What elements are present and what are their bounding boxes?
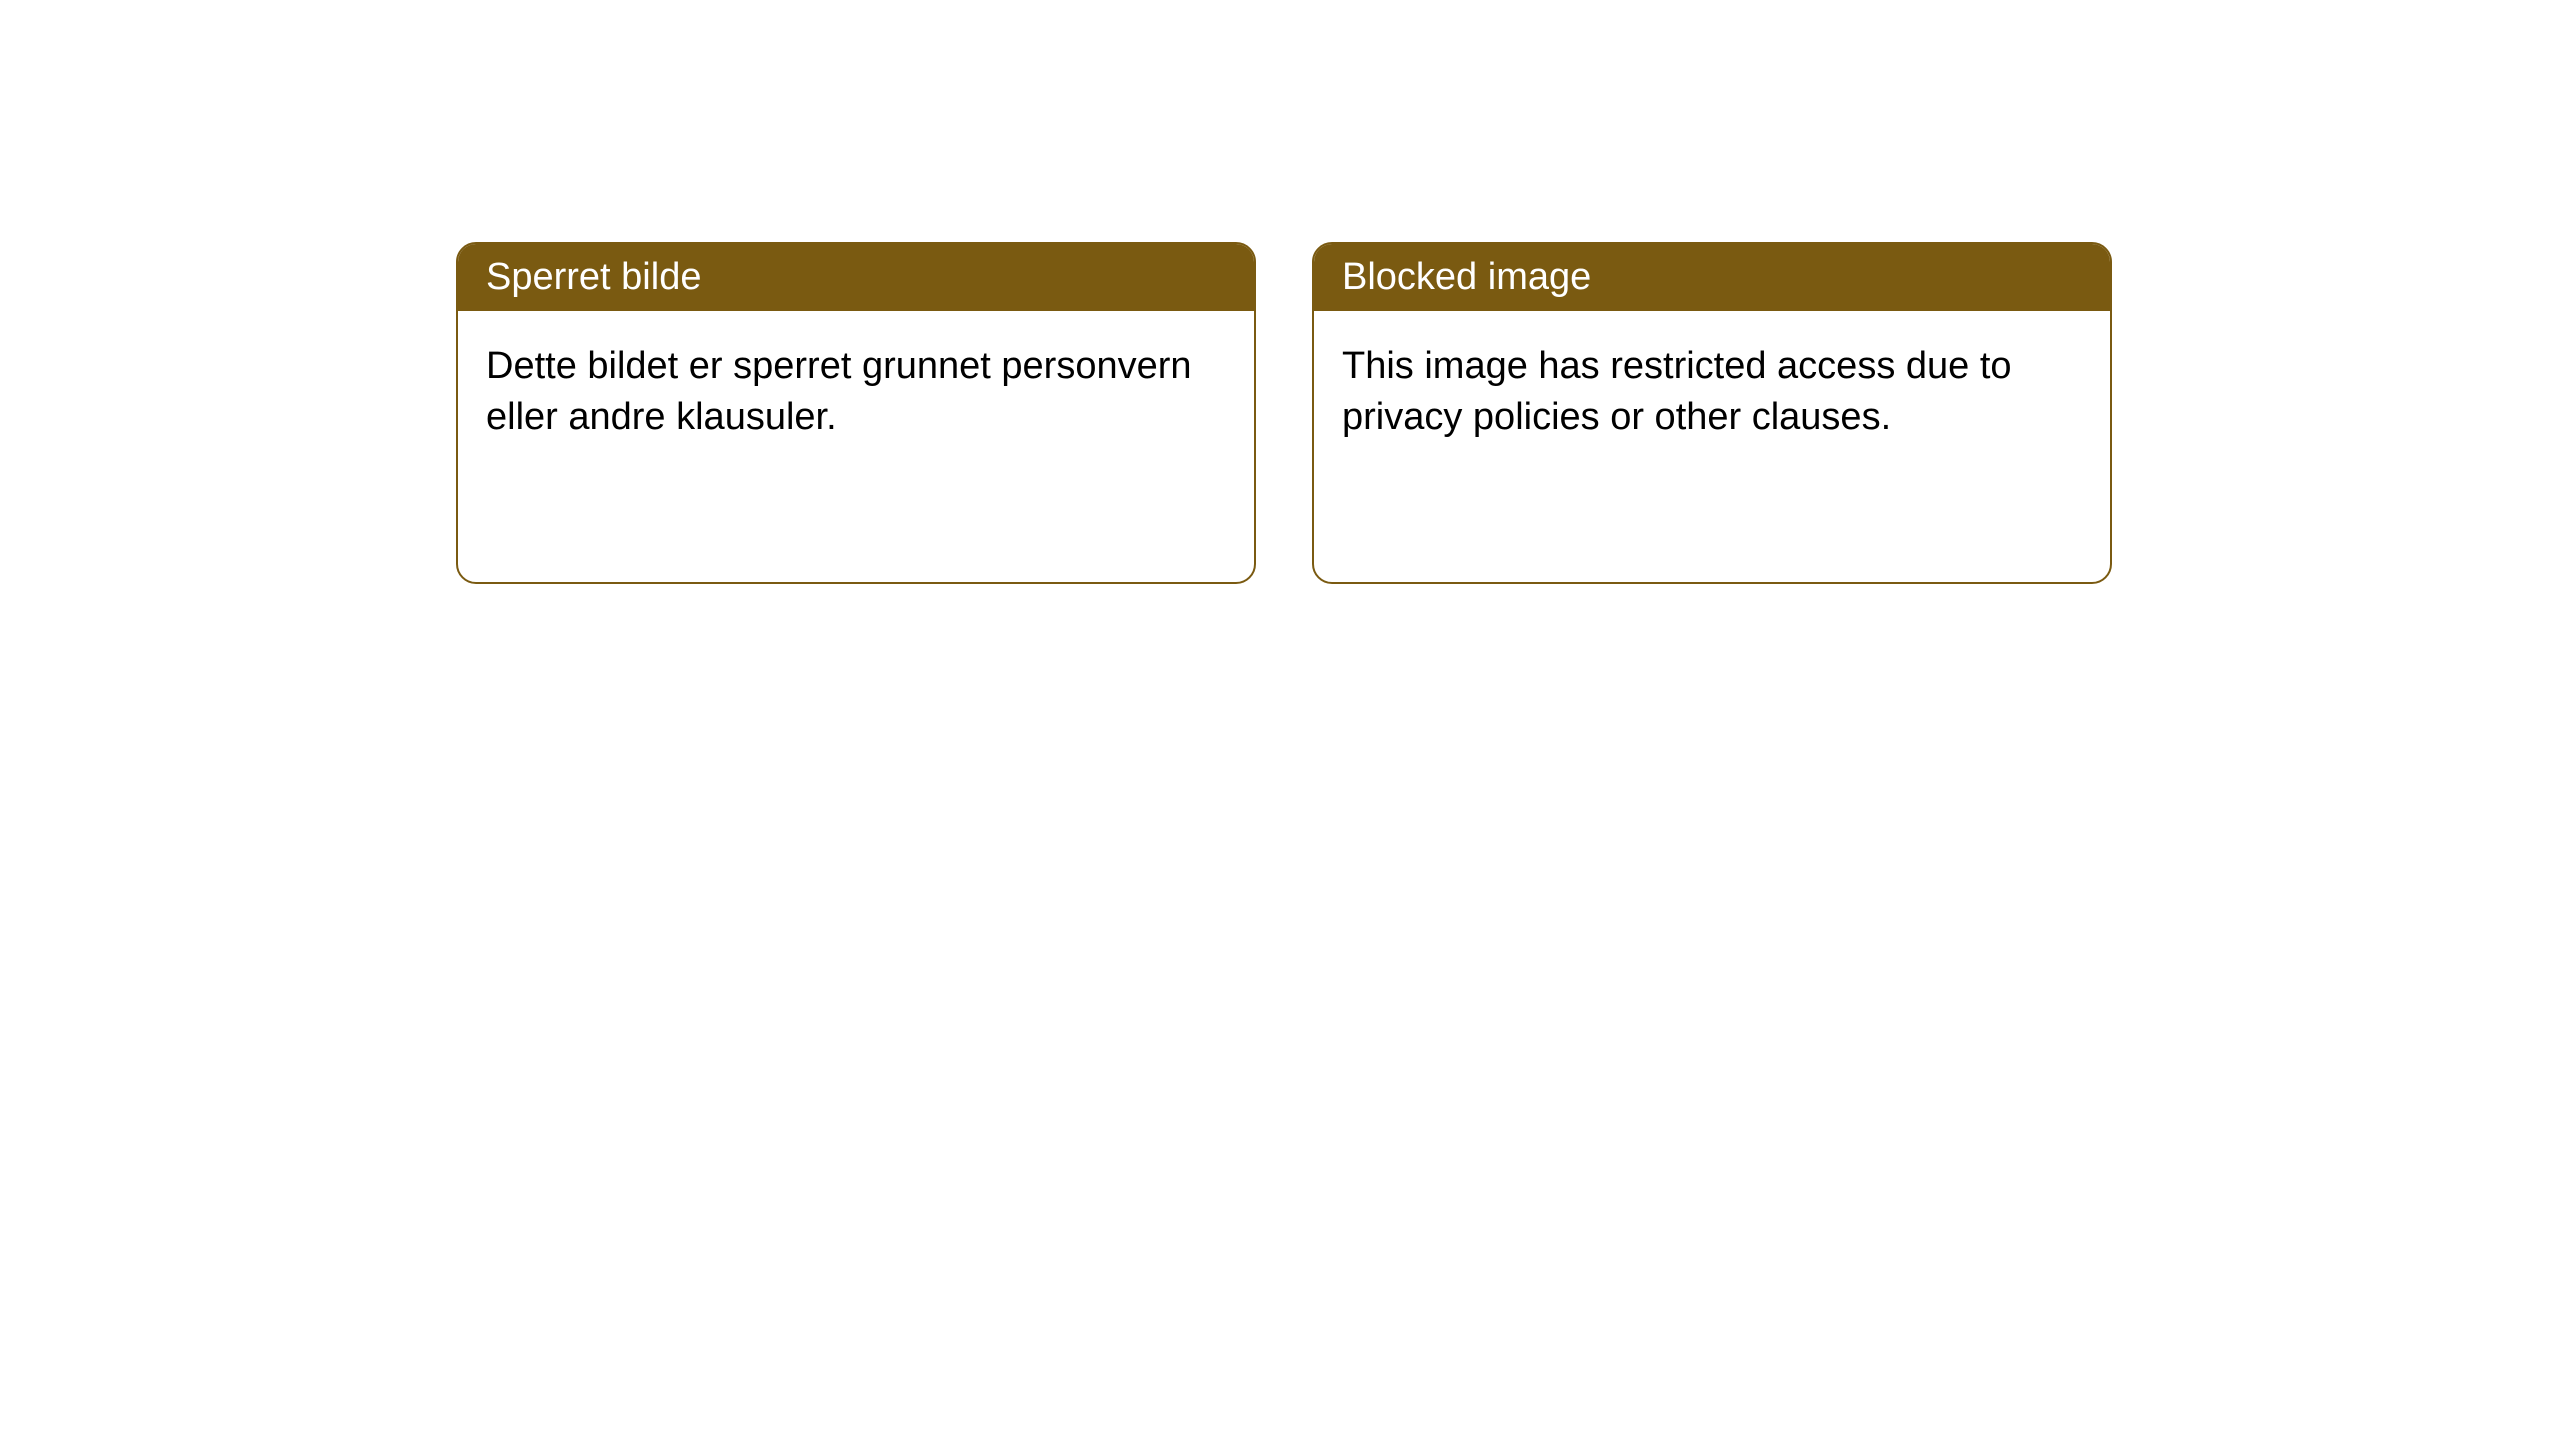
notice-cards-container: Sperret bilde Dette bildet er sperret gr… <box>456 242 2112 584</box>
notice-card-body-en: This image has restricted access due to … <box>1314 311 2110 474</box>
notice-card-header-no: Sperret bilde <box>458 244 1254 311</box>
notice-card-body-no: Dette bildet er sperret grunnet personve… <box>458 311 1254 474</box>
notice-card-no: Sperret bilde Dette bildet er sperret gr… <box>456 242 1256 584</box>
notice-card-header-en: Blocked image <box>1314 244 2110 311</box>
notice-card-en: Blocked image This image has restricted … <box>1312 242 2112 584</box>
